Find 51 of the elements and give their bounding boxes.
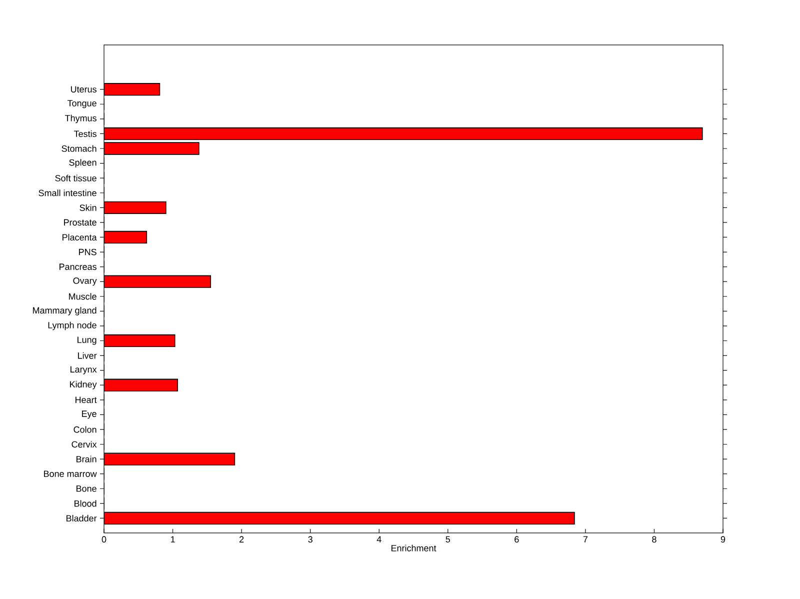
y-tick-label: Brain [76, 456, 96, 462]
x-tick-label: 9 [720, 536, 726, 543]
y-tick-label: Spleen [69, 159, 96, 168]
y-tick-label: Colon [74, 426, 96, 433]
y-tick-label: Eye [82, 410, 96, 419]
bar [104, 275, 212, 288]
y-tick-label: Uterus [70, 86, 96, 92]
y-tick-label: Soft tissue [55, 174, 96, 182]
x-tick-label: 4 [376, 536, 382, 542]
x-tick-label: 5 [446, 536, 450, 542]
x-tick-label: 3 [308, 536, 312, 543]
y-tick-label: Heart [76, 396, 97, 404]
y-tick-label: Mammary gland [33, 306, 96, 316]
bar [104, 142, 200, 155]
y-tick-label: Lymph node [48, 322, 96, 330]
y-tick-label: Pancreas [60, 264, 96, 270]
x-axis-title: Enrichment [391, 544, 436, 552]
y-tick-label: Skin [80, 204, 96, 211]
bar [104, 512, 575, 525]
bar [104, 201, 166, 214]
y-tick-label: Testis [74, 130, 96, 138]
bar [104, 452, 236, 466]
y-tick-label: Larynx [70, 366, 97, 374]
y-tick-label: Cervix [72, 440, 97, 448]
y-tick-label: Tongue [67, 100, 96, 108]
y-tick-label: Bone marrow [44, 470, 97, 477]
y-tick-label: Muscle [69, 293, 96, 300]
y-tick-label: Small intestine [38, 190, 96, 196]
y-tick-label: Liver [78, 352, 97, 359]
x-tick-label: 1 [170, 536, 175, 542]
x-tick-label: 2 [240, 536, 244, 542]
y-tick-label: Blood [74, 500, 96, 507]
y-tick-label: Prostate [64, 219, 96, 226]
bar [104, 83, 160, 96]
bar [104, 378, 178, 392]
y-tick-label: Ovary [73, 278, 97, 286]
x-tick-label: 7 [583, 536, 588, 542]
y-tick-label: Kidney [70, 380, 97, 390]
bar [104, 127, 703, 140]
x-tick-label: 0 [102, 536, 106, 543]
y-tick-label: Stomach [62, 145, 96, 152]
y-tick-label: Thymus [65, 114, 96, 124]
y-tick-label: Bone [76, 485, 96, 492]
y-tick-label: Bladder [66, 514, 97, 522]
y-tick-label: PNS [79, 248, 96, 256]
bar [104, 334, 176, 348]
x-tick-label: 8 [652, 536, 656, 543]
bar [104, 230, 148, 244]
y-tick-label: Placenta [62, 234, 97, 241]
y-tick-label: Lung [78, 336, 96, 345]
x-tick-label: 6 [514, 536, 519, 543]
